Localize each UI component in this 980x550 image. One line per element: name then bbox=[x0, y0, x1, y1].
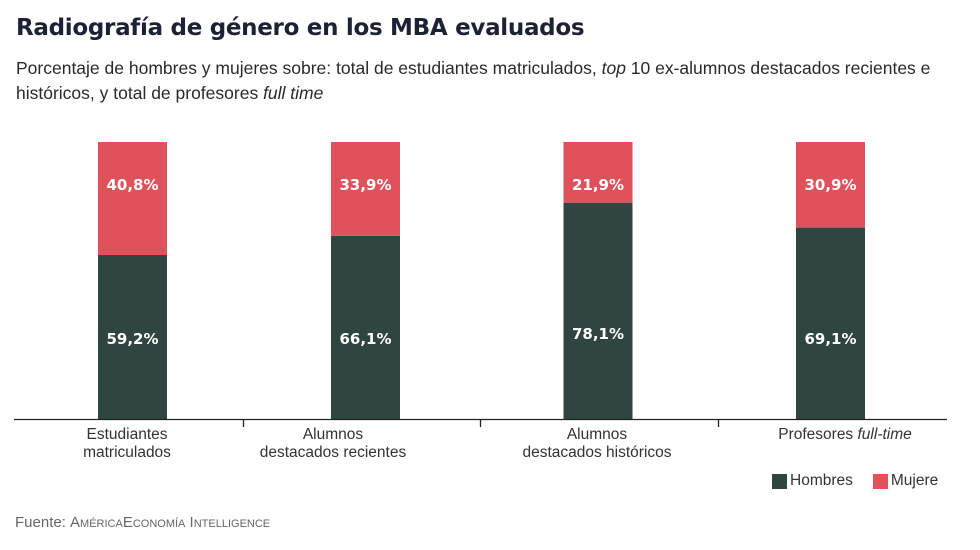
subtitle-italic-1: top bbox=[601, 58, 626, 78]
data-label-hombres-3: 69,1% bbox=[804, 330, 856, 348]
category-label-line1: Profesores bbox=[778, 426, 858, 443]
legend-item-hombres: Hombres bbox=[772, 472, 853, 490]
chart-title: Radiografía de género en los MBA evaluad… bbox=[16, 15, 585, 41]
category-label-line1: Alumnos bbox=[566, 426, 628, 443]
category-label-2: Alumnos destacados históricos bbox=[487, 426, 707, 462]
bar-mujeres-2 bbox=[563, 142, 633, 203]
subtitle-text-1: Porcentaje de hombres y mujeres sobre: t… bbox=[16, 58, 602, 78]
data-label-hombres-0: 59,2% bbox=[106, 330, 158, 348]
source-note: Fuente: AméricaEconomía Intelligence bbox=[15, 514, 270, 531]
x-axis-ticks bbox=[242, 419, 720, 427]
data-label-hombres-1: 66,1% bbox=[339, 330, 391, 348]
subtitle-text-2: 10 ex-alumnos destacados recientes e his… bbox=[16, 58, 931, 103]
category-label-line2: matriculados bbox=[83, 444, 171, 461]
category-label-1: Alumnos destacados recientes bbox=[223, 426, 443, 462]
bar-mujeres-1 bbox=[331, 142, 400, 236]
legend: Hombres Mujere bbox=[772, 472, 958, 490]
legend-item-mujeres: Mujere bbox=[872, 472, 939, 490]
bars-group: 40,8% 59,2% 33,9% 66,1% 21,9% 78,1% 30,9% 69,1% bbox=[98, 142, 865, 419]
bar-mujeres-0 bbox=[98, 142, 167, 256]
chart-subtitle: Porcentaje de hombres y mujeres sobre: t… bbox=[16, 56, 966, 106]
data-label-hombres-2: 78,1% bbox=[572, 325, 624, 343]
legend-swatch-mujeres bbox=[872, 473, 888, 489]
subtitle-italic-2: full time bbox=[263, 83, 324, 103]
bar-hombres-0 bbox=[98, 255, 167, 419]
legend-label-hombres: Hombres bbox=[790, 472, 853, 489]
bar-hombres-2 bbox=[563, 202, 633, 419]
legend-swatch-hombres bbox=[772, 473, 787, 489]
category-label-3: Profesores full-time bbox=[735, 426, 955, 444]
category-label-0: Estudiantes matriculados bbox=[17, 426, 237, 462]
source-name: AméricaEconomía Intelligence bbox=[70, 514, 271, 531]
bar-mujeres-3 bbox=[796, 142, 865, 228]
category-label-italic: full-time bbox=[857, 426, 912, 443]
data-label-mujeres-2: 21,9% bbox=[572, 176, 624, 194]
category-label-line2: destacados históricos bbox=[522, 444, 672, 461]
bar-hombres-1 bbox=[331, 235, 400, 419]
source-prefix: Fuente: bbox=[15, 514, 71, 531]
category-label-line1: Alumnos bbox=[302, 426, 364, 443]
category-label-line1: Estudiantes bbox=[86, 426, 168, 443]
category-label-line2: destacados recientes bbox=[259, 444, 407, 461]
data-label-mujeres-1: 33,9% bbox=[339, 176, 391, 194]
legend-label-mujeres: Mujere bbox=[890, 472, 939, 489]
data-label-mujeres-0: 40,8% bbox=[106, 176, 158, 194]
bar-hombres-3 bbox=[796, 227, 865, 419]
data-label-mujeres-3: 30,9% bbox=[804, 176, 856, 194]
